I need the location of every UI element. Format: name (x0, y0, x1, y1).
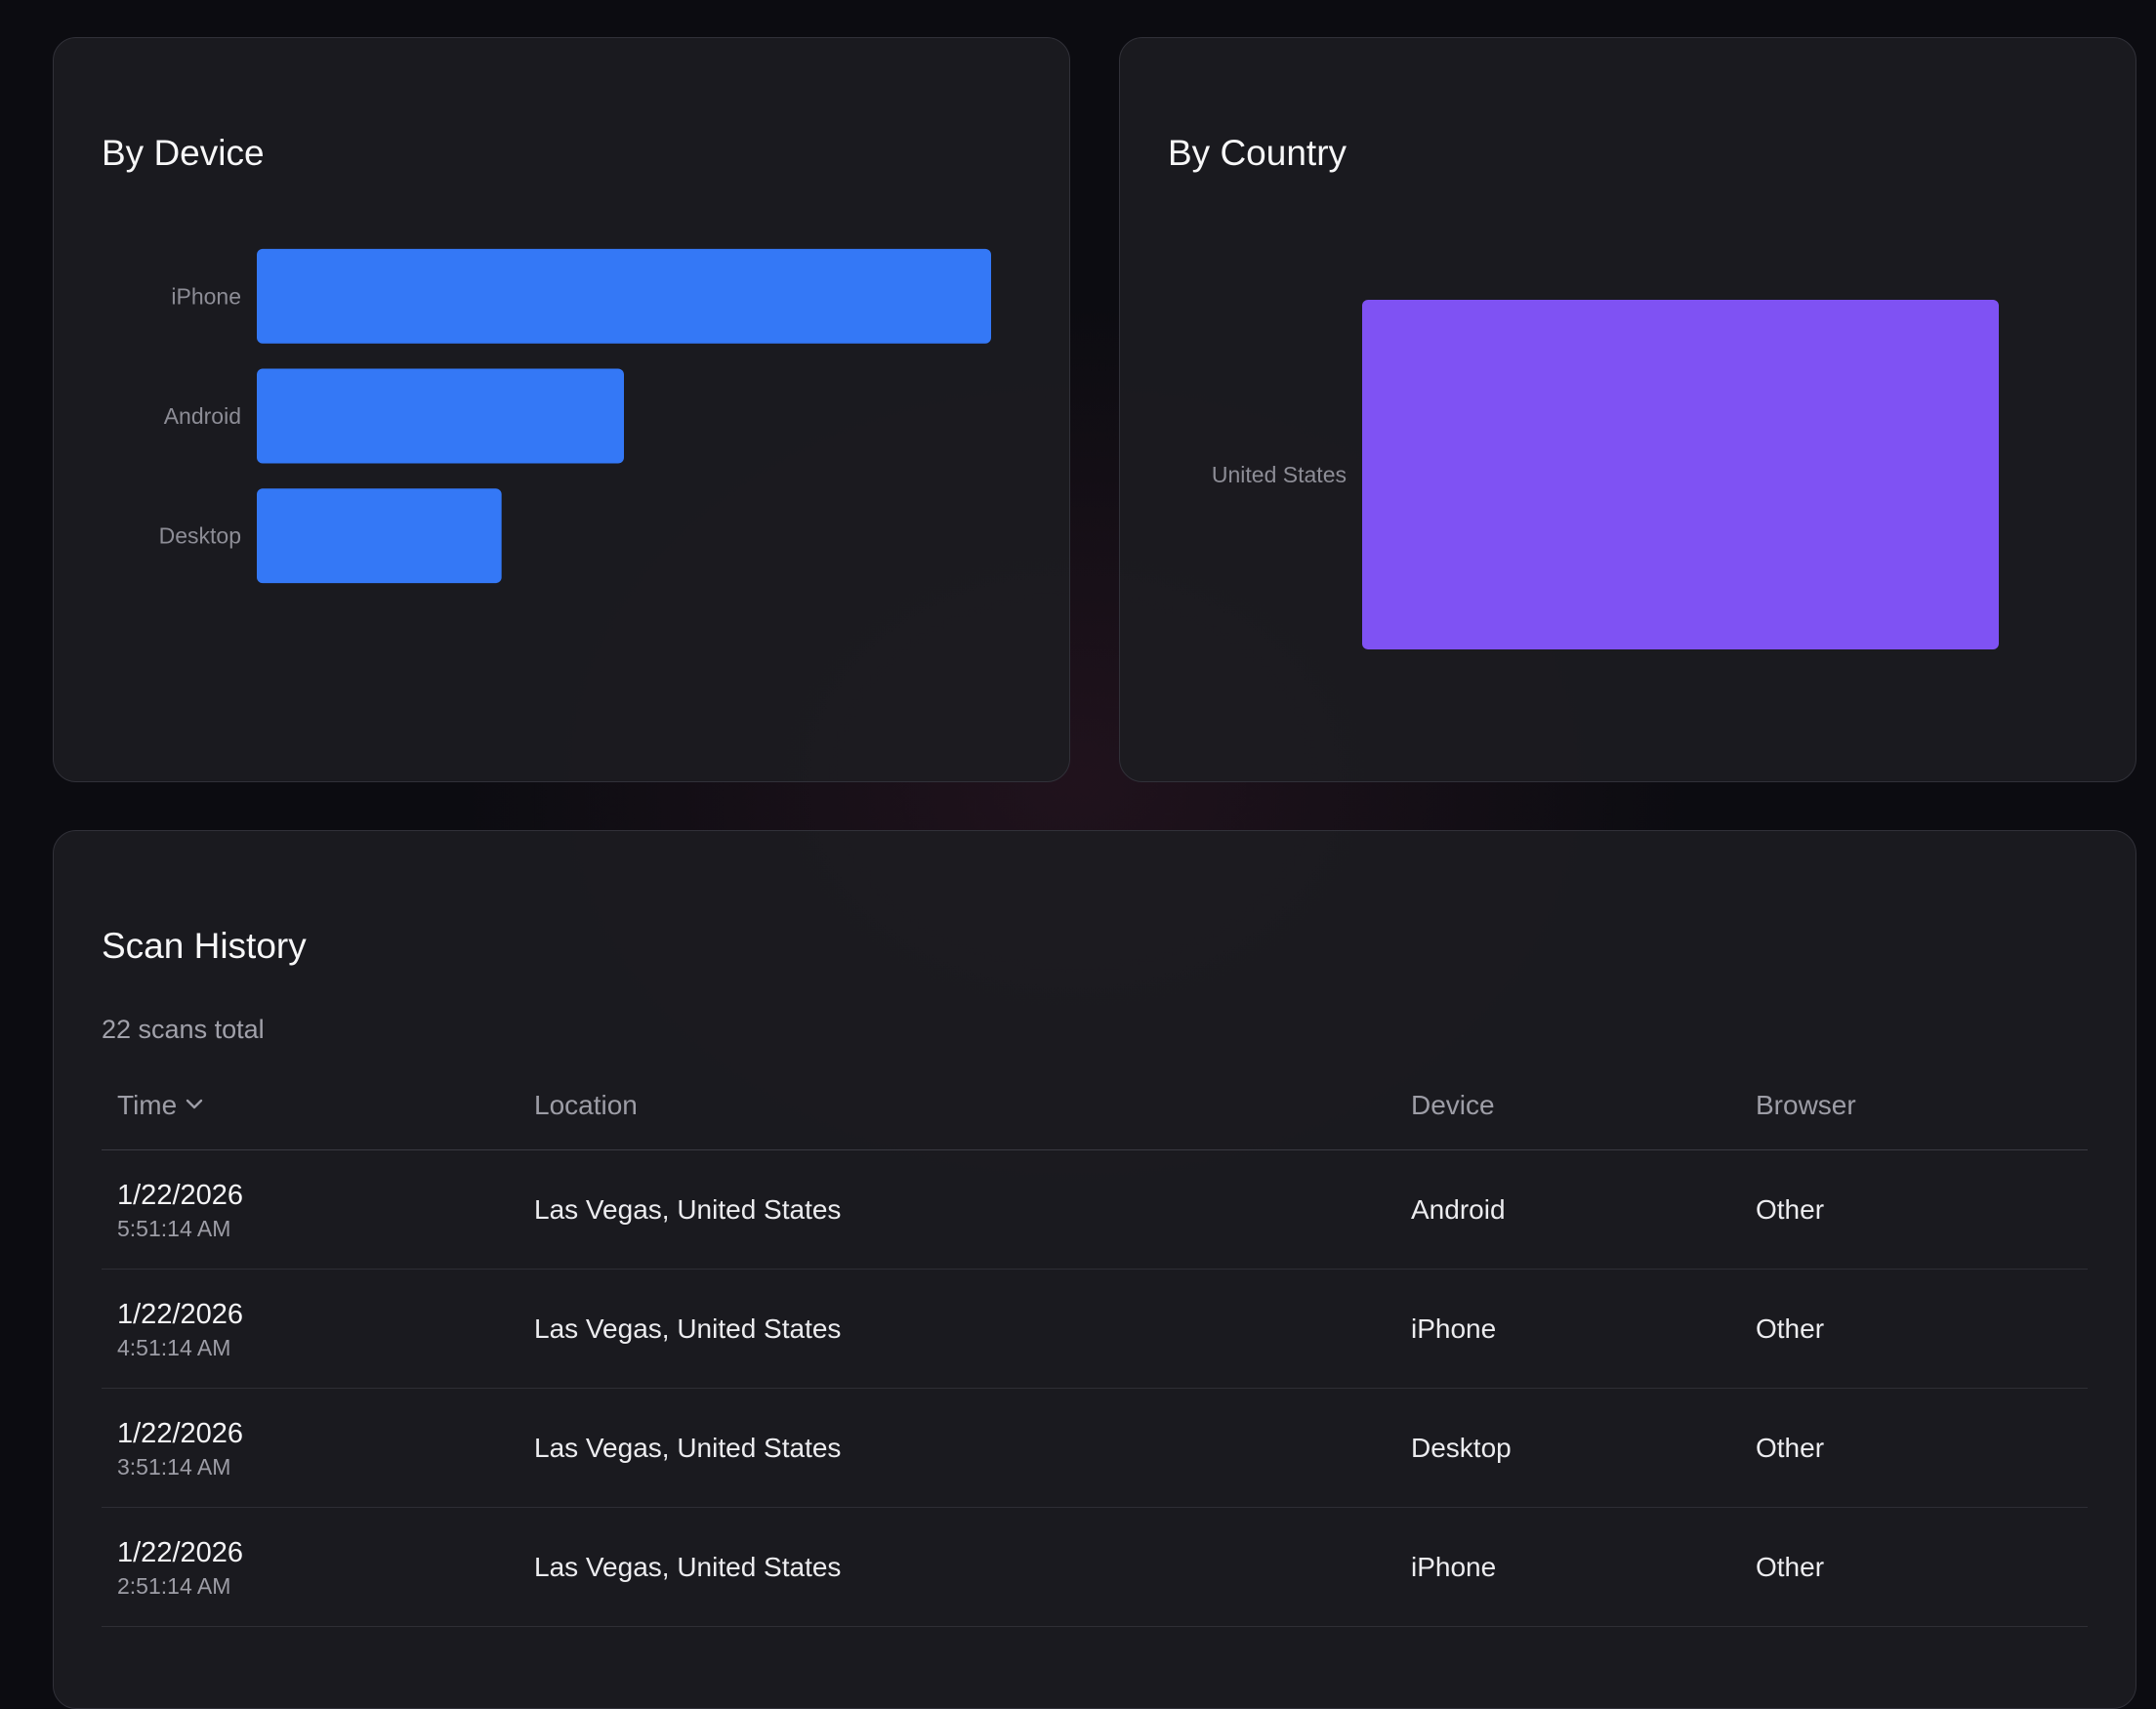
scan-count: 22 scans total (102, 1015, 265, 1044)
by-country-chart: United States (1212, 300, 1999, 649)
time-cell: 1/22/2026 5:51:14 AM (117, 1178, 243, 1244)
chevron-down-icon (186, 1099, 203, 1108)
country-tick-label: United States (1212, 462, 1347, 487)
time-header-label: Time (117, 1090, 178, 1120)
location-cell: Las Vegas, United States (534, 1313, 842, 1344)
device-cell: Android (1411, 1194, 1506, 1225)
device-bar-iphone (257, 248, 991, 344)
country-bar-united-states (1362, 300, 1999, 649)
scan-time: 3:51:14 AM (117, 1454, 231, 1480)
by-country-card: By Country United States (1119, 37, 2136, 782)
scan-date: 1/22/2026 (117, 1537, 244, 1568)
device-cell: iPhone (1411, 1552, 1497, 1582)
scan-date: 1/22/2026 (117, 1299, 244, 1330)
location-column-header: Location (534, 1090, 638, 1120)
scan-time: 5:51:14 AM (117, 1216, 231, 1241)
device-cell: iPhone (1411, 1313, 1497, 1344)
scan-history-title: Scan History (102, 926, 307, 966)
browser-cell: Other (1756, 1552, 1825, 1582)
scan-history-table: Time Location Device Browser 1/22/2026 5… (102, 1080, 2088, 1627)
scan-date: 1/22/2026 (117, 1180, 244, 1211)
scan-time: 2:51:14 AM (117, 1573, 231, 1599)
scan-date: 1/22/2026 (117, 1418, 244, 1449)
browser-cell: Other (1756, 1433, 1825, 1463)
time-column-header[interactable]: Time (117, 1080, 204, 1149)
browser-cell: Other (1756, 1313, 1825, 1344)
by-device-title: By Device (102, 133, 265, 173)
scan-history-card: Scan History 22 scans total Time Locatio… (53, 830, 2136, 1709)
browser-column-header: Browser (1756, 1090, 1856, 1120)
by-device-chart: iPhone Android Desktop (159, 248, 991, 584)
location-cell: Las Vegas, United States (534, 1433, 842, 1463)
table-row: 1/22/2026 2:51:14 AM Las Vegas, United S… (102, 1508, 2088, 1627)
device-tick-label: Desktop (159, 523, 241, 549)
table-row: 1/22/2026 4:51:14 AM Las Vegas, United S… (102, 1270, 2088, 1389)
time-cell: 1/22/2026 2:51:14 AM (117, 1535, 243, 1602)
by-country-title: By Country (1168, 133, 1348, 173)
by-device-card: By Device iPhone Android Desktop (53, 37, 1070, 782)
device-bar-desktop (257, 488, 502, 584)
table-row: 1/22/2026 3:51:14 AM Las Vegas, United S… (102, 1389, 2088, 1508)
device-cell: Desktop (1411, 1433, 1512, 1463)
location-cell: Las Vegas, United States (534, 1194, 842, 1225)
table-row: 1/22/2026 5:51:14 AM Las Vegas, United S… (102, 1150, 2088, 1270)
browser-cell: Other (1756, 1194, 1825, 1225)
scan-time: 4:51:14 AM (117, 1335, 231, 1360)
location-cell: Las Vegas, United States (534, 1552, 842, 1582)
time-cell: 1/22/2026 4:51:14 AM (117, 1297, 243, 1363)
time-cell: 1/22/2026 3:51:14 AM (117, 1416, 243, 1482)
device-column-header: Device (1411, 1090, 1495, 1120)
device-tick-label: iPhone (171, 283, 241, 309)
device-bar-android (257, 368, 624, 464)
table-header: Time Location Device Browser (102, 1080, 2088, 1150)
device-tick-label: Android (164, 403, 241, 429)
